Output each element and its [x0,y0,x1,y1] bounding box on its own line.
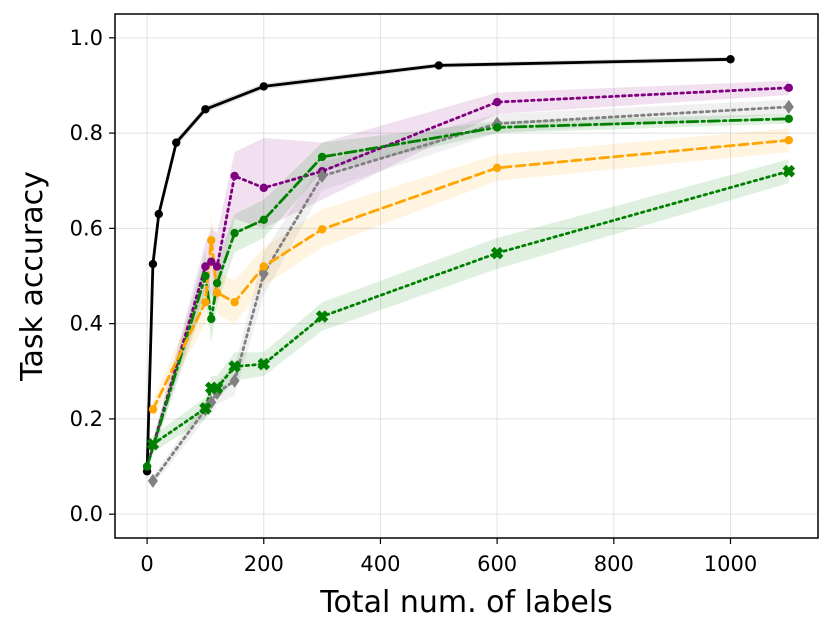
black-solid-line [145,57,732,473]
y-tick-label: 0.4 [70,312,103,336]
green-dashdot-point [212,278,222,288]
green-dashdot-point [317,152,327,162]
green-dotted-x-point [490,246,504,260]
y-tick-label: 0.6 [70,216,103,240]
y-tick-label: 0.8 [70,121,103,145]
orange-dashed-point [784,136,794,145]
purple-dotted-point [207,257,216,266]
y-tick-label: 0.0 [70,502,103,526]
orange-dashed-point [230,298,239,307]
gray-dotted-point [317,168,328,183]
green-dotted-x-point [257,357,271,371]
orange-dashed-point [259,262,268,271]
black-solid-point [259,82,268,91]
x-tick-label: 0 [140,552,153,576]
x-tick-label: 400 [360,552,400,576]
x-axis-title: Total num. of labels [319,585,613,620]
green-dashdot-point [259,215,268,224]
orange-dashed-point [201,298,210,307]
plot-frame [114,13,819,539]
gray-dotted-point [783,99,794,114]
green-dashdot-point [492,123,502,132]
purple-dotted-point [259,183,268,193]
grid [115,14,818,538]
orange-dashed-point [492,163,502,173]
series-markers [142,55,796,488]
green-dotted-x-point [210,381,224,395]
green-dotted-x-point [228,360,241,373]
x-tick-label: 200 [244,552,284,576]
purple-dotted-point [784,83,794,93]
y-axis-title: Task accuracy [15,171,50,382]
orange-dashed-point [317,225,327,234]
purple-dotted-point [212,262,222,271]
purple-dotted-band [147,80,789,472]
orange-dashed-point [212,288,222,297]
green-dashdot-point [207,314,216,324]
purple-dotted-point [201,262,210,271]
black-solid-point [726,55,735,64]
gray-dotted-band [152,99,789,486]
y-tick-label: 0.2 [70,407,103,431]
gray-dotted-point [258,266,269,281]
green-dotted-x-point [782,164,796,178]
orange-dashed-point [207,236,216,245]
black-solid-point [148,259,158,269]
purple-dotted-point [492,97,502,107]
green-dashdot-point [201,271,210,281]
gray-dotted-point [229,373,240,388]
green-dashdot-point [142,462,152,471]
axis-ticks: 0 200 400 600 800 1000 0.0 0.2 0.4 0.6 0.8 1.0 [70,26,758,576]
black-solid-point [172,138,181,147]
green-dotted-x-point [146,437,160,451]
black-solid-point [154,209,163,219]
orange-dashed-point [148,405,158,414]
green-dashdot-point [784,114,794,124]
purple-dotted-point [230,171,239,181]
green-dotted-x-point [199,402,212,415]
x-tick-label: 600 [477,552,517,576]
green-dotted-x-point [315,310,329,323]
black-solid-point [434,61,443,70]
x-tick-label: 1000 [704,552,757,576]
y-tick-label: 1.0 [70,26,103,50]
black-solid-point [201,105,210,114]
gray-dotted-point [147,473,158,488]
green-dashdot-point [230,228,239,238]
orange-dashed-band [152,128,789,419]
x-tick-label: 800 [594,552,634,576]
